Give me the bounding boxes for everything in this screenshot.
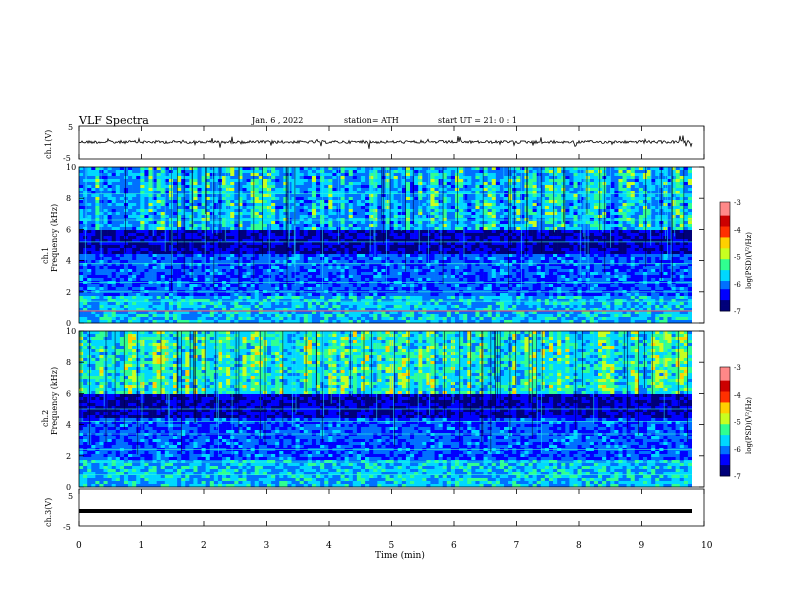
- start-ut-label: start UT = 21: 0 : 1: [438, 116, 517, 125]
- colorbar-tick-label: -5: [734, 254, 741, 262]
- ch1-spectrogram-panel: 0 2 4 6 8 10 ch.1 Frequency (kHz): [41, 163, 705, 328]
- freq-tick-label: 0: [66, 483, 71, 492]
- ch3-ylabel: ch.3(V): [44, 498, 53, 527]
- ch1-spec-ylabel-b: Frequency (kHz): [50, 204, 59, 272]
- colorbar-tick-label: -4: [734, 226, 741, 234]
- time-tick-label: 2: [201, 541, 207, 551]
- ch1-waveform-line: [78, 135, 693, 149]
- ch1-ylabel: ch.1(V): [44, 130, 53, 159]
- ch1-ytick-5: 5: [68, 123, 73, 132]
- ch1-spec-frame: [78, 166, 705, 324]
- colorbar-tick-label: -6: [734, 281, 741, 289]
- freq-tick-label: 6: [66, 225, 71, 234]
- date-label: Jan. 6 , 2022: [251, 116, 303, 125]
- ch3-waveform-panel: 5 -5 ch.3(V): [44, 488, 705, 532]
- ch2-colorbar: -3 -4 -5 -6 -7 log(PSD)(V²/Hz): [719, 364, 753, 481]
- ch1-colorbar: -3 -4 -5 -6 -7 log(PSD)(V²/Hz): [719, 199, 753, 316]
- freq-tick-label: 8: [66, 194, 71, 203]
- time-tick-label: 4: [326, 541, 332, 551]
- time-tick-label: 8: [576, 541, 582, 551]
- ch1-spec-ylabel-a: ch.1: [41, 247, 50, 264]
- freq-tick-label: 2: [66, 288, 71, 297]
- colorbar-tick-label: -3: [734, 364, 741, 372]
- colorbar-tick-label: -7: [734, 308, 741, 316]
- x-axis-label: Time (min): [375, 550, 425, 561]
- ch2-spec-ylabel-a: ch.2: [41, 410, 50, 427]
- colorbar-label: log(PSD)(V²/Hz): [745, 397, 753, 454]
- colorbar-tick-label: -4: [734, 391, 741, 399]
- ch3-ytick-neg5: -5: [63, 523, 71, 532]
- freq-tick-label: 0: [66, 319, 71, 328]
- freq-tick-label: 10: [66, 163, 76, 172]
- station-label: station= ATH: [344, 116, 399, 125]
- time-tick-label: 7: [514, 541, 520, 551]
- freq-tick-label: 4: [66, 421, 71, 430]
- time-tick-label: 0: [76, 541, 82, 551]
- freq-tick-label: 6: [66, 389, 71, 398]
- figure-title: VLF Spectra: [78, 114, 149, 127]
- time-tick-label: 3: [264, 541, 270, 551]
- freq-tick-label: 10: [66, 327, 76, 336]
- time-tick-label: 5: [389, 541, 395, 551]
- time-tick-label: 6: [451, 541, 457, 551]
- colorbar-tick-label: -7: [734, 473, 741, 481]
- ch2-spec-ylabel-b: Frequency (kHz): [50, 367, 59, 435]
- ch3-ytick-5: 5: [68, 492, 73, 501]
- freq-tick-label: 8: [66, 358, 71, 367]
- ch1-ytick-neg5: -5: [63, 154, 71, 163]
- freq-tick-label: 4: [66, 257, 71, 266]
- colorbar-tick-label: -6: [734, 446, 741, 454]
- time-axis: 0 1 2 3 4 5 6 7 8 9 10: [76, 126, 713, 551]
- ch2-spec-frame: [78, 330, 705, 488]
- time-tick-label: 9: [639, 541, 645, 551]
- ch1-waveform-panel: 5 -5 ch.1(V): [44, 123, 705, 163]
- ch1-spectrogram-heatmap: [79, 167, 704, 324]
- freq-tick-label: 2: [66, 452, 71, 461]
- time-tick-label: 10: [701, 541, 713, 551]
- ch2-spectrogram-heatmap: [79, 331, 704, 488]
- time-tick-label: 1: [139, 541, 145, 551]
- ch2-spectrogram-panel: 0 2 4 6 8 10 ch.2 Frequency (kHz): [41, 327, 705, 492]
- colorbar-label: log(PSD)(V²/Hz): [745, 232, 753, 289]
- colorbar-tick-label: -5: [734, 419, 741, 427]
- ch3-frame: [78, 488, 705, 527]
- colorbar-tick-label: -3: [734, 199, 741, 207]
